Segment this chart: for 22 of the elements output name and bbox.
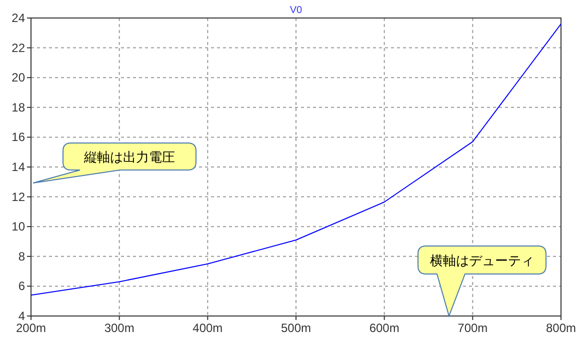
x-tick-label: 500m: [280, 321, 312, 335]
x-tick-label: 400m: [192, 321, 223, 335]
y-tick-label: 12: [12, 190, 26, 204]
x-tick-label: 800m: [546, 321, 576, 335]
y-tick-label: 18: [12, 100, 26, 114]
y-tick-label: 14: [12, 160, 26, 174]
annotation: 横軸はデューティ: [430, 253, 534, 268]
x-tick-label: 300m: [104, 321, 134, 335]
y-tick-label: 6: [18, 279, 26, 294]
line-series: [30, 23, 562, 296]
x-tick-label: 700m: [458, 321, 488, 335]
chart-title: V0: [290, 5, 303, 16]
x-tick-label: 600m: [369, 321, 400, 335]
x-tick-label: 200m: [16, 321, 46, 335]
y-tick-label: 22: [12, 40, 26, 55]
y-tick-label: 8: [18, 249, 26, 264]
y-tick-label: 16: [12, 130, 26, 144]
y-tick-label: 20: [12, 70, 26, 85]
y-tick-label: 10: [12, 220, 26, 234]
y-tick-label: 4: [18, 309, 26, 323]
annotation: 縦軸は出力電圧: [83, 150, 175, 164]
y-tick-label: 24: [12, 11, 26, 25]
